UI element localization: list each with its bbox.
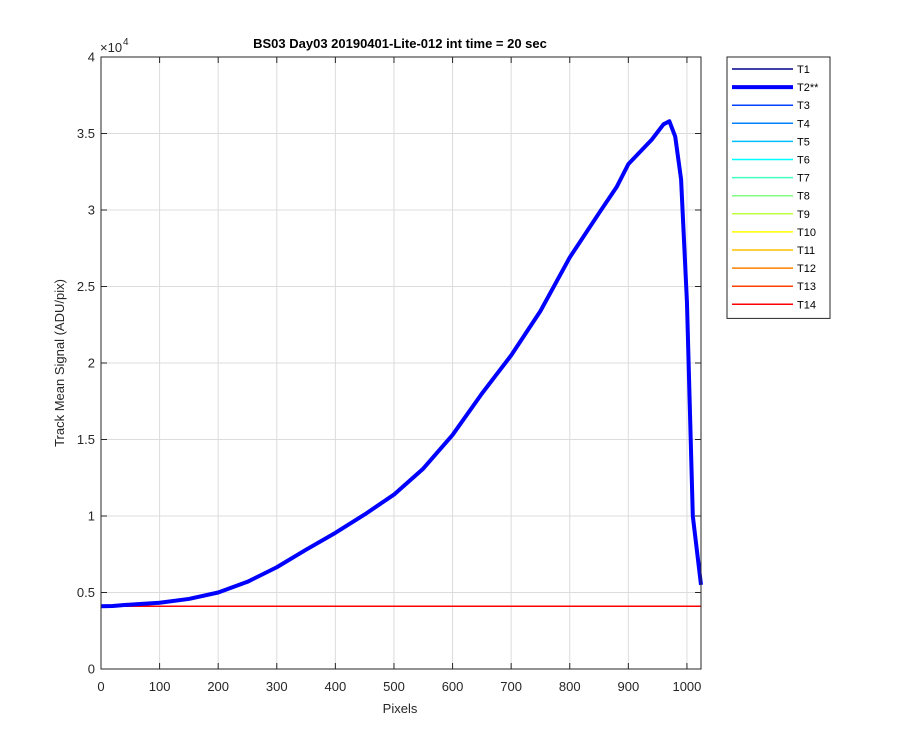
- chart-title: BS03 Day03 20190401-Lite-012 int time = …: [253, 36, 547, 51]
- legend-label: T1: [797, 64, 810, 76]
- y-axis: 0 0.5 1 1.5 2 2.5 3 3.5 4: [77, 50, 701, 677]
- legend-item: T7: [732, 173, 810, 185]
- legend-box: [726, 56, 831, 319]
- x-axis: 0 100 200 300 400 500 600 700 800 900 1000: [97, 57, 701, 694]
- legend-item: T13: [732, 281, 816, 293]
- y-tick-label: 3.5: [77, 126, 95, 141]
- series-layer: [100, 119, 703, 609]
- legend-item: T6: [732, 155, 810, 167]
- legend-item: T11: [732, 245, 815, 257]
- legend: T1 T2** T3 T4 T5 T6 T7 T8 T9 T10 T11 T12 T13 T14: [726, 56, 831, 319]
- legend-item: T8: [732, 191, 810, 203]
- x-tick-label: 700: [500, 679, 522, 694]
- x-tick-label: 900: [617, 679, 639, 694]
- y-tick-label: 1: [88, 509, 95, 524]
- y-exponent: ×10 4: [100, 37, 129, 55]
- y-tick-label: 0: [88, 662, 95, 677]
- legend-label: T10: [797, 227, 816, 239]
- x-tick-label: 1000: [672, 679, 701, 694]
- y-tick-label: 2.5: [77, 279, 95, 294]
- legend-item: T3: [732, 100, 810, 112]
- legend-item: T4: [732, 118, 810, 130]
- legend-item: T12: [732, 263, 816, 275]
- x-tick-label: 400: [325, 679, 347, 694]
- legend-item: T9: [732, 209, 810, 221]
- x-tick-label: 0: [97, 679, 104, 694]
- x-tick-label: 600: [442, 679, 464, 694]
- legend-label: T5: [797, 136, 810, 148]
- legend-label: T8: [797, 191, 810, 203]
- legend-label: T12: [797, 263, 816, 275]
- y-tick-label: 0.5: [77, 585, 95, 600]
- legend-label: T3: [797, 100, 810, 112]
- legend-label: T2**: [797, 82, 819, 94]
- legend-item: T2**: [732, 82, 819, 94]
- legend-label: T4: [797, 118, 810, 130]
- legend-label: T6: [797, 155, 810, 167]
- y-tick-label: 2: [88, 356, 95, 371]
- series-line-t2: [100, 119, 703, 609]
- y-exponent-power: 4: [123, 37, 129, 48]
- y-exponent-base: ×10: [100, 40, 122, 55]
- x-tick-label: 200: [207, 679, 229, 694]
- x-tick-label: 800: [559, 679, 581, 694]
- y-tick-label: 4: [88, 50, 95, 65]
- legend-item: T1: [732, 64, 810, 76]
- legend-label: T11: [797, 245, 815, 257]
- x-axis-label: Pixels: [383, 701, 418, 716]
- legend-label: T14: [797, 299, 816, 311]
- y-tick-label: 3: [88, 203, 95, 218]
- legend-item: T5: [732, 136, 810, 148]
- x-tick-label: 100: [149, 679, 171, 694]
- x-tick-label: 300: [266, 679, 288, 694]
- legend-label: T7: [797, 173, 810, 185]
- x-tick-label: 500: [383, 679, 405, 694]
- legend-item: T14: [732, 299, 816, 311]
- y-axis-label: Track Mean Signal (ADU/pix): [52, 279, 67, 447]
- y-tick-label: 1.5: [77, 432, 95, 447]
- legend-item: T10: [732, 227, 816, 239]
- legend-label: T13: [797, 281, 816, 293]
- legend-label: T9: [797, 209, 810, 221]
